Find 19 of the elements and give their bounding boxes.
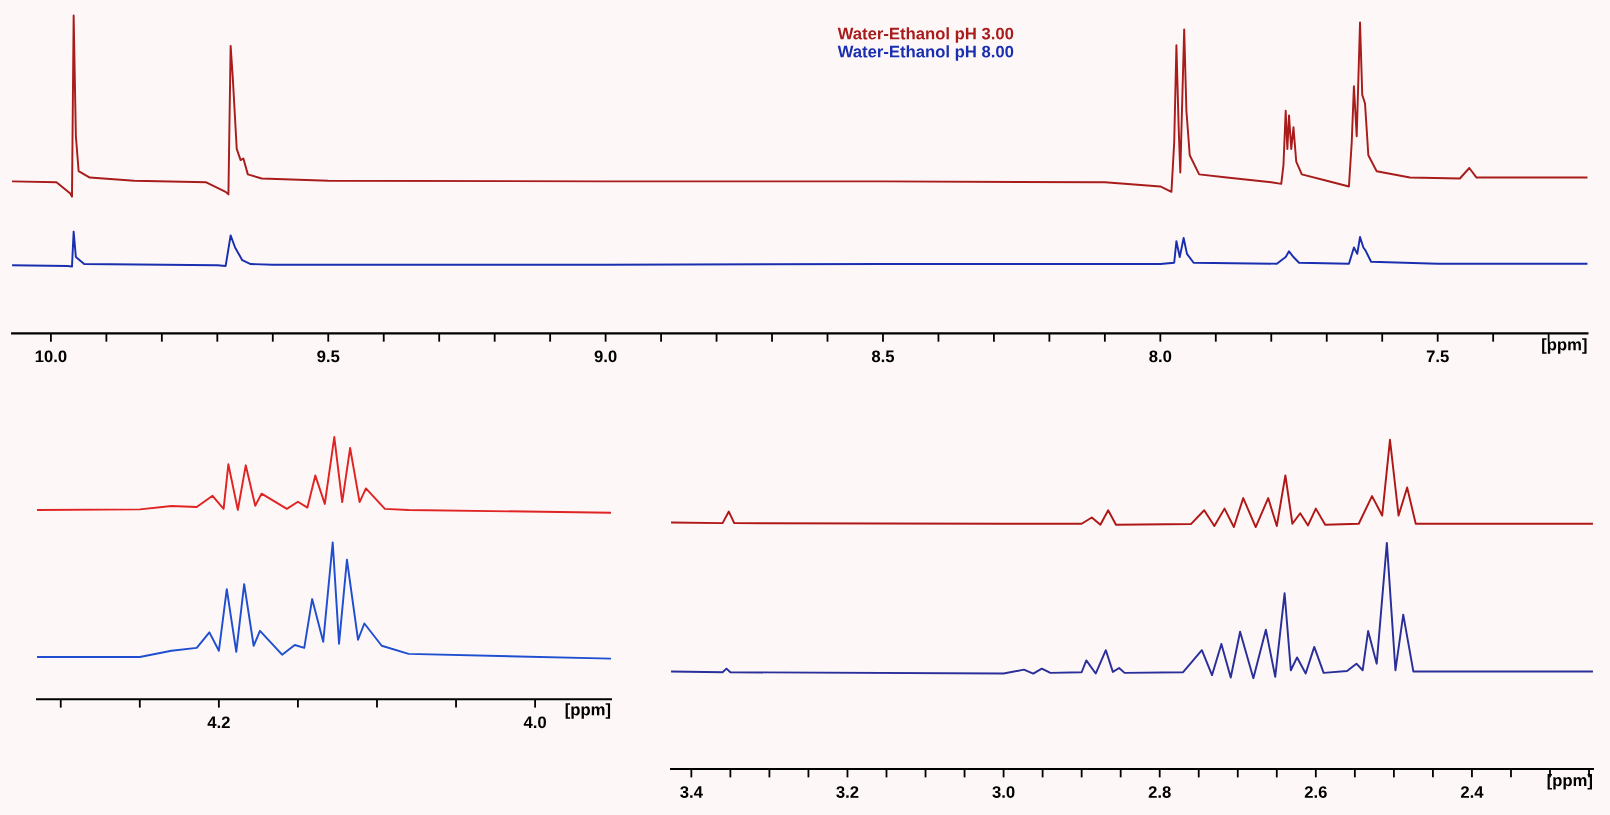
x-tick-label: 3.2 xyxy=(836,786,859,798)
x-axis-title: [ppm] xyxy=(565,703,611,719)
x-tick-label: 4.2 xyxy=(207,716,230,729)
x-tick-label: 8.5 xyxy=(871,350,895,363)
text: Water-Ethanol pH 3.00 xyxy=(837,27,1014,43)
x-tick-label: 8.0 xyxy=(1149,350,1172,363)
x-tick-label: 4.0 xyxy=(523,716,546,729)
x-tick-label: 3.0 xyxy=(992,786,1015,798)
x-axis-title: [ppm] xyxy=(1542,338,1587,354)
x-tick-label: 7.5 xyxy=(1426,350,1449,363)
x-tick-label: 2.4 xyxy=(1460,786,1484,798)
x-axis-title: [ppm] xyxy=(1547,774,1592,790)
x-tick-label: 3.4 xyxy=(680,786,703,798)
x-tick-label: 9.0 xyxy=(594,350,617,363)
x-tick-label: 2.6 xyxy=(1304,786,1327,798)
x-tick-label: 2.8 xyxy=(1148,786,1171,798)
x-tick-label: 9.5 xyxy=(317,350,340,363)
text: Water-Ethanol pH 8.00 xyxy=(837,45,1014,61)
x-tick-label: 10.0 xyxy=(35,350,67,363)
